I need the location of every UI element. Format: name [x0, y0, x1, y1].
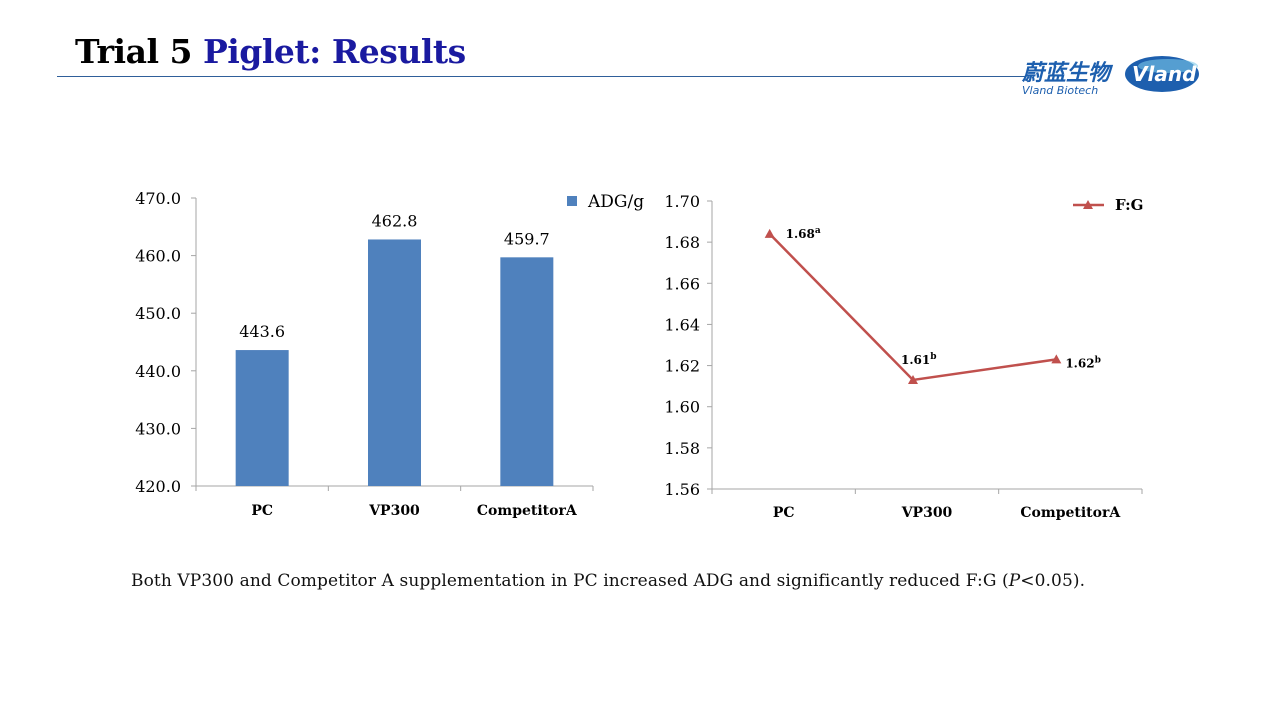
- fg-line-chart: 1.561.581.601.621.641.661.681.701.68aPC1…: [664, 192, 1143, 521]
- bar-vp300: [368, 239, 421, 486]
- fg-point-marker: [908, 374, 918, 384]
- title-trial: Trial 5: [75, 32, 192, 71]
- fg-point-marker: [1051, 354, 1062, 364]
- line-y-tick-label: 1.60: [664, 398, 700, 417]
- bar-category-label: VP300: [368, 503, 420, 519]
- title-topic: Piglet: Results: [202, 32, 466, 71]
- bar-competitora: [500, 257, 554, 486]
- line-category-label: PC: [773, 505, 795, 521]
- bar-y-tick-label: 470.0: [135, 189, 181, 208]
- fg-point-label: 1.61b: [901, 352, 937, 367]
- fg-point-label: 1.68a: [786, 226, 821, 241]
- bar-value-label: 459.7: [504, 229, 550, 248]
- line-y-tick-label: 1.62: [664, 357, 700, 376]
- logo-badge-swoosh: [1138, 59, 1198, 73]
- line-category-label: CompetitorA: [1020, 505, 1121, 521]
- fg-point-label: 1.62b: [1065, 355, 1101, 370]
- vland-logo: 蔚蓝生物 Vland Biotech Vland: [1021, 56, 1199, 97]
- line-y-tick-label: 1.70: [664, 192, 700, 211]
- footnote-p: P: [1008, 571, 1021, 591]
- fg-point-marker: [764, 228, 775, 238]
- line-y-tick-label: 1.66: [664, 274, 700, 293]
- bar-y-tick-label: 450.0: [135, 304, 181, 323]
- fg-point-significance: b: [930, 352, 936, 362]
- results-footnote: Both VP300 and Competitor A supplementat…: [131, 571, 1085, 591]
- bar-legend-swatch: [567, 196, 577, 206]
- fg-point-value: 1.61: [901, 353, 930, 367]
- line-category-label: VP300: [901, 505, 953, 521]
- adg-bar-chart: 420.0 430.0 440.0 450.0 460.0 470.0 443.6 PC 462…: [135, 189, 644, 519]
- page-title: Trial 5 Piglet: Results: [75, 32, 466, 71]
- fg-point-significance: b: [1095, 355, 1101, 365]
- bar-pc: [235, 350, 289, 486]
- line-y-tick-label: 1.58: [664, 439, 700, 458]
- bar-y-tick-label: 460.0: [135, 247, 181, 266]
- footnote-text: Both VP300 and Competitor A supplementat…: [131, 571, 1009, 591]
- logo-chinese-text: 蔚蓝生物: [1021, 60, 1114, 86]
- bar-legend-label: ADG/g: [587, 192, 644, 212]
- line-legend-marker: [1083, 200, 1093, 209]
- line-legend-label: F:G: [1115, 196, 1143, 214]
- fg-point-significance: a: [815, 226, 821, 236]
- fg-point-value: 1.62: [1065, 356, 1094, 370]
- logo-english-text: Vland Biotech: [1022, 84, 1098, 97]
- title-divider: [57, 76, 1025, 77]
- bar-y-tick-label: 430.0: [135, 419, 181, 438]
- bar-category-label: PC: [251, 503, 273, 519]
- bar-category-label: CompetitorA: [477, 503, 578, 519]
- bar-value-label: 443.6: [239, 322, 285, 341]
- line-y-tick-label: 1.56: [664, 480, 700, 499]
- line-y-tick-label: 1.68: [664, 233, 700, 252]
- line-y-tick-label: 1.64: [664, 315, 700, 334]
- charts-area: 420.0 430.0 440.0 450.0 460.0 470.0 443.6 PC 462…: [135, 189, 1143, 521]
- logo-badge-text: Vland: [1132, 62, 1197, 86]
- bar-y-tick-label: 420.0: [135, 477, 181, 496]
- footnote-end: <0.05).: [1020, 571, 1086, 591]
- fg-point-value: 1.68: [786, 227, 815, 241]
- bar-y-tick-label: 440.0: [135, 362, 181, 381]
- bar-value-label: 462.8: [372, 211, 418, 230]
